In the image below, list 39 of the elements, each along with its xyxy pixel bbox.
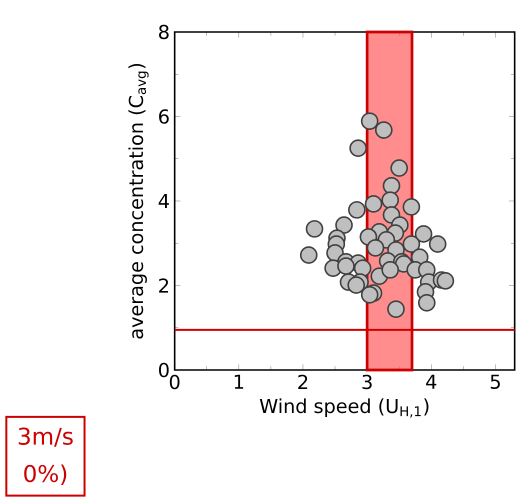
y-axis-title: average concentration (C$_{avg}$) <box>128 64 149 339</box>
x-axis-title: Wind speed (U$_{H,1}$) <box>260 398 428 418</box>
y-tick-label: 2 <box>159 278 168 293</box>
x-tick-label: 4 <box>426 374 436 389</box>
point <box>360 286 378 304</box>
point <box>418 294 436 312</box>
point <box>306 220 324 238</box>
point <box>300 246 318 264</box>
point <box>402 198 420 216</box>
point <box>348 201 366 219</box>
point <box>360 112 378 130</box>
point <box>402 235 420 253</box>
point <box>337 257 355 275</box>
text: 3m/s <box>18 428 73 447</box>
point <box>381 261 400 279</box>
point <box>374 121 393 139</box>
point <box>390 159 408 177</box>
y-tick-label: 4 <box>158 194 169 208</box>
point <box>381 191 400 209</box>
x-tick-label: 3 <box>362 374 372 390</box>
point <box>364 195 382 213</box>
point <box>414 225 432 243</box>
x-tick-label: 5 <box>490 374 500 389</box>
point <box>387 300 405 318</box>
x-tick-label: 2 <box>298 374 308 389</box>
point <box>428 235 446 253</box>
y-tick-label: 0 <box>159 362 169 378</box>
x-tick-label: 0 <box>170 374 180 390</box>
point <box>354 259 372 277</box>
point <box>436 272 454 290</box>
point <box>335 216 353 234</box>
y-tick-label: 8 <box>159 24 169 40</box>
point <box>349 139 367 157</box>
text: 0%) <box>24 464 66 485</box>
point <box>347 276 366 294</box>
point <box>382 176 400 195</box>
y-tick-label: 6 <box>159 109 169 124</box>
x-tick-label: 1 <box>234 374 244 389</box>
point <box>366 239 384 257</box>
